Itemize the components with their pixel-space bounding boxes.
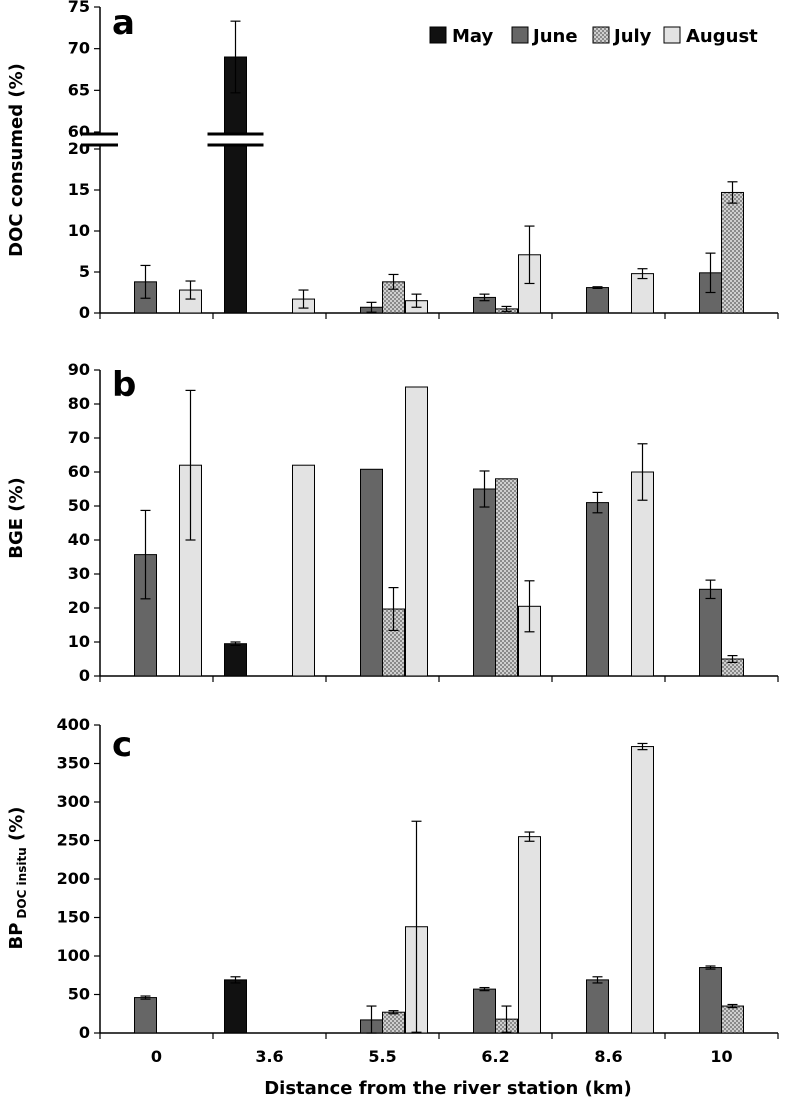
bar-c-july-10 — [721, 1005, 744, 1034]
bar-b-august-8-6 — [631, 471, 654, 677]
bar-b-may-3-6 — [224, 643, 247, 677]
y-tick-label-b: 70 — [68, 428, 90, 447]
y-axis-title-a: DOC consumed (%) — [6, 63, 27, 257]
y-tick-label-c: 350 — [57, 754, 90, 773]
y-tick-label-b: 50 — [68, 496, 90, 515]
legend: May June July August — [429, 26, 758, 47]
y-tick-label-a: 65 — [68, 80, 90, 99]
y-axis-title-c: BP DOC insitu (%) — [6, 806, 29, 949]
legend-label-june: June — [531, 26, 578, 47]
y-axis-title-c-sub: DOC insitu — [15, 847, 29, 918]
x-tick-label-3-6: 3.6 — [255, 1047, 283, 1066]
bar-a-july-10 — [721, 191, 744, 314]
y-tick-label-c: 50 — [68, 985, 90, 1004]
y-axis-title-c-main: BP — [6, 923, 27, 950]
bar-b-june-6-2 — [473, 488, 496, 677]
y-tick-label-b: 0 — [79, 666, 90, 685]
y-tick-label-b: 60 — [68, 462, 90, 481]
y-tick-label-a: 70 — [68, 39, 90, 58]
legend-label-july: July — [612, 26, 652, 47]
x-tick-label-8-6: 8.6 — [594, 1047, 622, 1066]
x-axis-title: Distance from the river station (km) — [264, 1078, 632, 1099]
y-axis-title-c-tail: (%) — [6, 806, 27, 847]
bar-c-july-5-5 — [382, 1011, 405, 1034]
y-tick-label-b: 40 — [68, 530, 90, 549]
y-tick-label-a: 10 — [68, 221, 90, 240]
y-tick-label-b: 90 — [68, 360, 90, 379]
legend-swatch-june — [511, 26, 529, 44]
y-tick-label-c: 250 — [57, 831, 90, 850]
panel-label-c: c — [112, 725, 132, 765]
y-tick-label-b: 20 — [68, 598, 90, 617]
y-tick-label-c: 200 — [57, 869, 90, 888]
bar-b-june-10 — [699, 588, 722, 677]
y-tick-label-c: 400 — [57, 715, 90, 734]
panel-label-a: a — [112, 3, 135, 43]
legend-swatch-may — [429, 26, 447, 44]
bar-a-may-3-6 — [224, 56, 247, 314]
y-axis-title-b: BGE (%) — [6, 477, 27, 559]
axis-break-gap — [207, 134, 264, 145]
y-tick-label-b: 30 — [68, 564, 90, 583]
y-tick-label-a: 75 — [68, 0, 90, 16]
y-tick-label-a: 5 — [79, 262, 90, 281]
legend-label-august: August — [686, 26, 758, 47]
bar-c-june-6-2 — [473, 988, 496, 1034]
bar-c-august-6-2 — [518, 836, 541, 1034]
bar-b-august-5-5 — [405, 386, 428, 677]
legend-swatch-july — [592, 26, 610, 44]
y-tick-label-c: 0 — [79, 1023, 90, 1042]
bar-b-june-5-5 — [360, 468, 383, 677]
bar-c-june-10 — [699, 967, 722, 1034]
x-tick-label-6-2: 6.2 — [481, 1047, 509, 1066]
axis-break-gap — [82, 134, 118, 145]
y-tick-label-c: 150 — [57, 908, 90, 927]
bar-c-june-8-6 — [586, 979, 609, 1034]
panel-label-b: b — [112, 365, 136, 405]
y-tick-label-c: 300 — [57, 792, 90, 811]
bar-a-august-8-6 — [631, 273, 654, 314]
y-tick-label-a: 15 — [68, 180, 90, 199]
bar-c-may-3-6 — [224, 979, 247, 1034]
bar-a-june-8-6 — [586, 287, 609, 314]
bar-c-june-0 — [134, 997, 157, 1034]
bar-b-june-8-6 — [586, 502, 609, 677]
y-tick-label-b: 80 — [68, 394, 90, 413]
x-tick-label-5-5: 5.5 — [368, 1047, 396, 1066]
bar-c-august-8-6 — [631, 746, 654, 1034]
y-tick-label-a: 0 — [79, 303, 90, 322]
legend-swatch-august — [663, 26, 681, 44]
x-tick-label-10: 10 — [710, 1047, 732, 1066]
bar-b-august-3-6 — [292, 464, 315, 677]
y-tick-label-c: 100 — [57, 946, 90, 965]
y-tick-label-b: 10 — [68, 632, 90, 651]
bar-b-july-6-2 — [495, 478, 518, 677]
legend-label-may: May — [452, 26, 494, 47]
x-tick-label-0: 0 — [151, 1047, 162, 1066]
